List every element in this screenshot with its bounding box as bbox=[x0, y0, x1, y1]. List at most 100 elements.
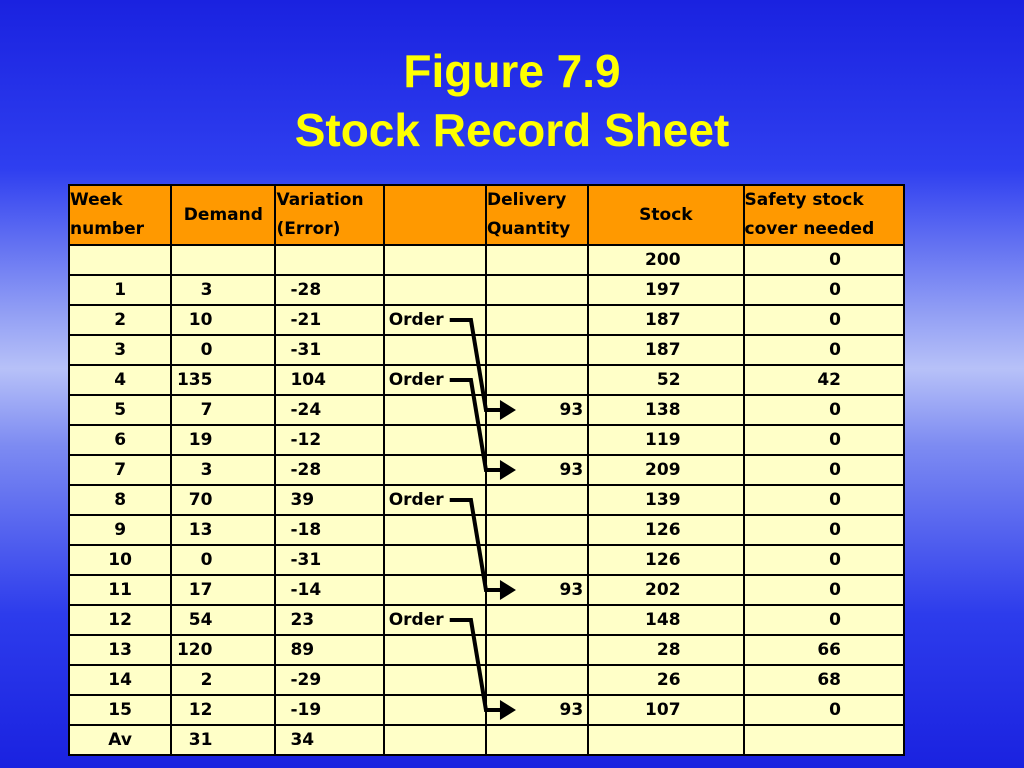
safety-stock-cell: 0 bbox=[742, 484, 906, 516]
stock-cell: 148 bbox=[587, 604, 745, 636]
week-cell: 8 bbox=[67, 484, 173, 516]
demand-cell: 7 bbox=[170, 394, 277, 426]
delivery-cell bbox=[484, 364, 590, 396]
safety-stock-cell: 0 bbox=[742, 394, 906, 426]
safety-stock-cell: 0 bbox=[742, 604, 906, 636]
safety-stock-cell: 0 bbox=[742, 454, 906, 486]
variation-cell bbox=[274, 244, 385, 276]
stock-cell: 197 bbox=[587, 274, 745, 306]
week-cell bbox=[67, 244, 173, 276]
order-cell: Order bbox=[382, 484, 487, 516]
header-delivery-quantity: Delivery Quantity bbox=[484, 184, 590, 246]
table-header-row: Week number Demand Variation (Error) Del… bbox=[67, 184, 906, 246]
stock-record-table: Week number Demand Variation (Error) Del… bbox=[67, 184, 906, 756]
demand-cell: 70 bbox=[170, 484, 277, 516]
order-cell bbox=[382, 574, 487, 606]
figure-number: Figure 7.9 bbox=[403, 45, 621, 97]
demand-cell: 0 bbox=[170, 544, 277, 576]
variation-cell: 23 bbox=[274, 604, 385, 636]
table-row: 6 19 -12 119 0 bbox=[67, 424, 906, 456]
order-cell bbox=[382, 394, 487, 426]
header-week-number: Week number bbox=[67, 184, 173, 246]
table-row: 11 17 -14 93 202 0 bbox=[67, 574, 906, 606]
table-row: 10 0 -31 126 0 bbox=[67, 544, 906, 576]
stock-cell: 119 bbox=[587, 424, 745, 456]
stock-cell: 200 bbox=[587, 244, 745, 276]
table-row: 200 0 bbox=[67, 244, 906, 276]
delivery-cell bbox=[484, 604, 590, 636]
delivery-cell bbox=[484, 334, 590, 366]
variation-cell: -31 bbox=[274, 334, 385, 366]
table-row: 8 70 39 Order 139 0 bbox=[67, 484, 906, 516]
variation-cell: -28 bbox=[274, 454, 385, 486]
header-demand: Demand bbox=[170, 184, 277, 246]
week-cell: 6 bbox=[67, 424, 173, 456]
order-cell bbox=[382, 454, 487, 486]
demand-cell: 10 bbox=[170, 304, 277, 336]
demand-cell: 120 bbox=[170, 634, 277, 666]
safety-stock-cell: 0 bbox=[742, 694, 906, 726]
demand-cell: 2 bbox=[170, 664, 277, 696]
delivery-cell bbox=[484, 724, 590, 756]
demand-cell: 12 bbox=[170, 694, 277, 726]
demand-cell: 19 bbox=[170, 424, 277, 456]
variation-cell: -29 bbox=[274, 664, 385, 696]
variation-cell: 39 bbox=[274, 484, 385, 516]
delivery-cell bbox=[484, 544, 590, 576]
table-row: 2 10 -21 Order 187 0 bbox=[67, 304, 906, 336]
week-cell: 12 bbox=[67, 604, 173, 636]
week-cell: 11 bbox=[67, 574, 173, 606]
order-cell: Order bbox=[382, 604, 487, 636]
safety-stock-cell bbox=[742, 724, 906, 756]
variation-cell: -31 bbox=[274, 544, 385, 576]
table-row: 4 135 104 Order 52 42 bbox=[67, 364, 906, 396]
order-cell bbox=[382, 634, 487, 666]
stock-cell: 187 bbox=[587, 334, 745, 366]
demand-cell: 13 bbox=[170, 514, 277, 546]
week-cell: 7 bbox=[67, 454, 173, 486]
stock-cell: 107 bbox=[587, 694, 745, 726]
stock-cell bbox=[587, 724, 745, 756]
order-cell bbox=[382, 724, 487, 756]
order-cell bbox=[382, 244, 487, 276]
safety-stock-cell: 0 bbox=[742, 334, 906, 366]
safety-stock-cell: 0 bbox=[742, 514, 906, 546]
demand-cell: 31 bbox=[170, 724, 277, 756]
variation-cell: 89 bbox=[274, 634, 385, 666]
delivery-cell: 93 bbox=[484, 694, 590, 726]
header-variation: Variation (Error) bbox=[274, 184, 385, 246]
week-cell: Av bbox=[67, 724, 173, 756]
stock-cell: 202 bbox=[587, 574, 745, 606]
safety-stock-cell: 42 bbox=[742, 364, 906, 396]
week-cell: 5 bbox=[67, 394, 173, 426]
demand-cell: 0 bbox=[170, 334, 277, 366]
delivery-cell bbox=[484, 634, 590, 666]
demand-cell: 17 bbox=[170, 574, 277, 606]
table-row: 13 120 89 28 66 bbox=[67, 634, 906, 666]
safety-stock-cell: 68 bbox=[742, 664, 906, 696]
stock-cell: 126 bbox=[587, 544, 745, 576]
delivery-cell bbox=[484, 484, 590, 516]
delivery-cell bbox=[484, 244, 590, 276]
table-row: Av 31 34 bbox=[67, 724, 906, 756]
week-cell: 14 bbox=[67, 664, 173, 696]
delivery-cell bbox=[484, 304, 590, 336]
page-title: Stock Record Sheet bbox=[294, 104, 730, 156]
order-cell bbox=[382, 424, 487, 456]
delivery-cell bbox=[484, 424, 590, 456]
variation-cell: -28 bbox=[274, 274, 385, 306]
order-cell bbox=[382, 514, 487, 546]
demand-cell: 54 bbox=[170, 604, 277, 636]
stock-cell: 126 bbox=[587, 514, 745, 546]
table-row: 7 3 -28 93 209 0 bbox=[67, 454, 906, 486]
table-row: 9 13 -18 126 0 bbox=[67, 514, 906, 546]
safety-stock-cell: 0 bbox=[742, 574, 906, 606]
variation-cell: -24 bbox=[274, 394, 385, 426]
demand-cell: 3 bbox=[170, 454, 277, 486]
delivery-cell bbox=[484, 514, 590, 546]
week-cell: 15 bbox=[67, 694, 173, 726]
week-cell: 10 bbox=[67, 544, 173, 576]
stock-cell: 209 bbox=[587, 454, 745, 486]
variation-cell: -12 bbox=[274, 424, 385, 456]
stock-cell: 26 bbox=[587, 664, 745, 696]
